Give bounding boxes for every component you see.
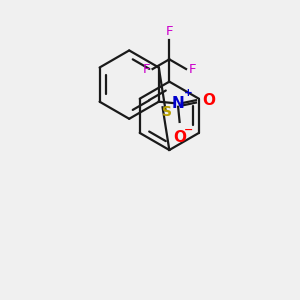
Text: −: −: [184, 125, 194, 135]
Text: F: F: [188, 62, 196, 76]
Text: O: O: [202, 93, 215, 108]
Text: F: F: [166, 25, 173, 38]
Text: +: +: [184, 88, 192, 98]
Text: O: O: [173, 130, 186, 145]
Text: N: N: [172, 96, 184, 111]
Text: S: S: [162, 105, 172, 119]
Text: F: F: [143, 62, 150, 76]
